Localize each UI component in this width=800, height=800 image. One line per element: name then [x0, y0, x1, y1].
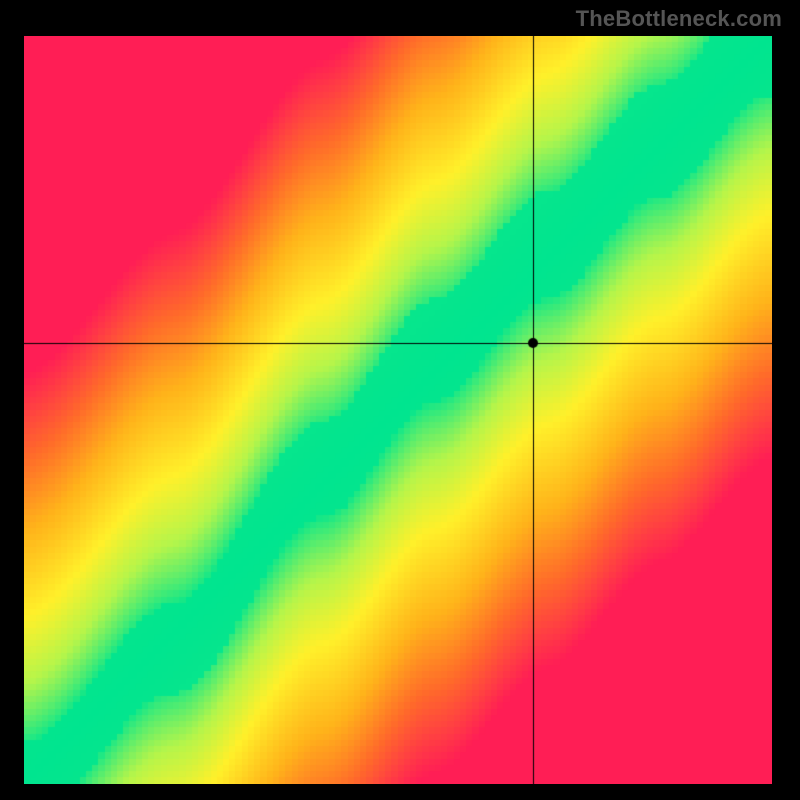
watermark-text: TheBottleneck.com [576, 6, 782, 32]
bottleneck-heatmap [24, 36, 772, 784]
